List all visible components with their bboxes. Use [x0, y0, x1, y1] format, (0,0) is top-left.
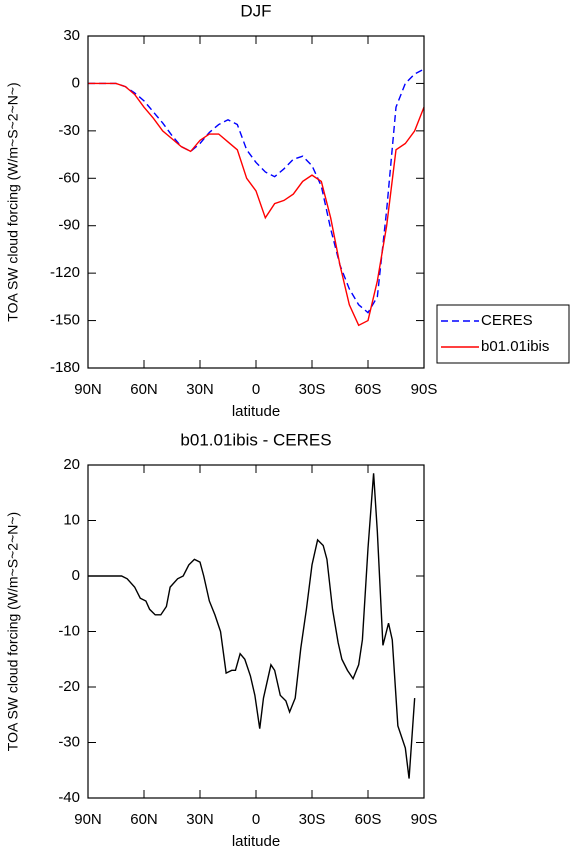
y-tick-label: -120 — [50, 264, 80, 281]
data-line — [88, 68, 425, 314]
legend-label: b01.01ibis — [481, 338, 549, 355]
x-tick-label: 60N — [130, 811, 158, 828]
x-tick-label: 60S — [355, 811, 382, 828]
y-tick-label: -10 — [58, 622, 80, 639]
y-tick-label: 30 — [63, 27, 80, 44]
y-tick-label: 20 — [63, 456, 80, 473]
x-tick-label: 0 — [252, 811, 260, 828]
x-tick-label: 90N — [74, 811, 102, 828]
y-tick-label: -90 — [58, 217, 80, 234]
x-tick-label: 30N — [186, 381, 214, 398]
y-tick-label: -20 — [58, 678, 80, 695]
y-tick-label: 0 — [72, 567, 80, 584]
x-tick-label: 60N — [130, 381, 158, 398]
data-line — [88, 473, 416, 779]
x-tick-label: 30S — [299, 811, 326, 828]
x-tick-label: 90S — [411, 381, 438, 398]
y-axis-label: TOA SW cloud forcing (W/m~S~2~N~) — [5, 512, 21, 751]
data-line — [88, 82, 425, 327]
legend-box — [436, 304, 570, 364]
x-axis-label: latitude — [232, 833, 280, 850]
chart-title: DJF — [240, 1, 271, 20]
x-tick-label: 90N — [74, 381, 102, 398]
y-tick-label: 10 — [63, 511, 80, 528]
x-tick-label: 30N — [186, 811, 214, 828]
legend-label: CERES — [481, 312, 533, 329]
x-tick-label: 0 — [252, 381, 260, 398]
chart-title: b01.01ibis - CERES — [180, 430, 331, 449]
y-tick-label: -40 — [58, 789, 80, 806]
y-tick-label: 0 — [72, 74, 80, 91]
y-tick-label: -150 — [50, 312, 80, 329]
y-tick-label: -30 — [58, 733, 80, 750]
plot-frame — [87, 464, 425, 799]
x-tick-label: 90S — [411, 811, 438, 828]
y-tick-label: -180 — [50, 359, 80, 376]
y-axis-label: TOA SW cloud forcing (W/m~S~2~N~) — [5, 82, 21, 321]
x-axis-label: latitude — [232, 403, 280, 420]
x-tick-label: 60S — [355, 381, 382, 398]
y-tick-label: -30 — [58, 122, 80, 139]
plot-frame — [87, 35, 425, 369]
x-tick-label: 30S — [299, 381, 326, 398]
y-tick-label: -60 — [58, 169, 80, 186]
